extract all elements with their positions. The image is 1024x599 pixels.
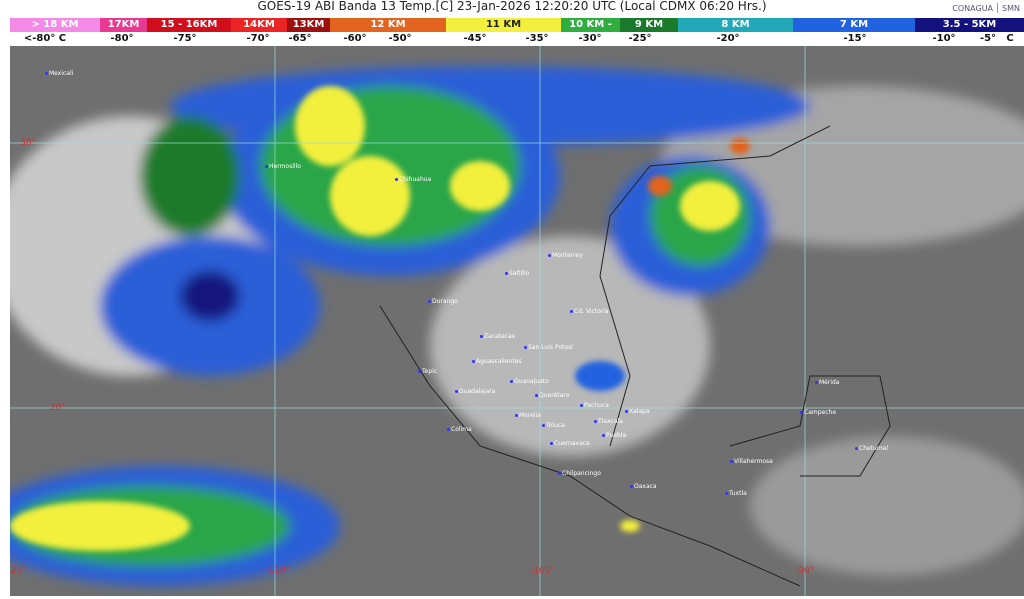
city-label: Aguascalientes — [472, 358, 522, 365]
city-label: Cd. Victoria — [570, 308, 609, 315]
grid-coordinate-label: 20° — [50, 403, 66, 413]
legend-segment: 13KM — [287, 18, 330, 32]
temperature-label: -35° — [525, 33, 549, 44]
temperature-label: -65° — [288, 33, 312, 44]
temperature-label: -45° — [463, 33, 487, 44]
legend-segment: 3.5 - 5KM — [915, 18, 1024, 32]
image-title: GOES-19 ABI Banda 13 Temp.[C] 23-Jan-202… — [257, 0, 767, 13]
city-label: Tepic — [418, 368, 437, 375]
city-label: Tlaxcala — [594, 418, 623, 425]
legend-segment: 9 KM — [620, 18, 678, 32]
city-label: Villahermosa — [730, 458, 773, 465]
grid-coordinate-label: 30° — [20, 138, 36, 148]
temperature-label: -70° — [246, 33, 270, 44]
legend-segment: 17KM — [100, 18, 147, 32]
temperature-label: -75° — [173, 33, 197, 44]
temperature-label: -5° — [979, 33, 997, 44]
grid-coordinate-label: -110° — [265, 566, 290, 576]
grid-coordinate-label: -120° — [10, 566, 27, 576]
city-label: Durango — [428, 298, 458, 305]
city-label: Oaxaca — [630, 483, 657, 490]
city-label: Querétaro — [535, 392, 569, 399]
legend-segment: 15 - 16KM — [147, 18, 231, 32]
temperature-label: C — [1006, 33, 1014, 44]
city-label: San Luis Potosí — [524, 344, 573, 351]
temperature-label: -10° — [932, 33, 956, 44]
legend-segment: 7 KM — [793, 18, 915, 32]
smn-logo: SMN — [1002, 3, 1020, 13]
temperature-label: -30° — [578, 33, 602, 44]
city-label: Mexicali — [45, 70, 73, 77]
city-label: Monterrey — [548, 252, 583, 259]
temperature-label: -20° — [716, 33, 740, 44]
temperature-label: -80° — [110, 33, 134, 44]
city-label: Chihuahua — [395, 176, 431, 183]
lat-lon-grid — [10, 46, 1024, 596]
city-label: Guadalajara — [455, 388, 495, 395]
temperature-label: -25° — [628, 33, 652, 44]
cloud-layer-cores — [10, 86, 750, 551]
city-label: Morelia — [515, 412, 541, 419]
satellite-map[interactable]: 30° 20° -120° -110° -100° -90° Mexicali Hermos… — [10, 46, 1024, 596]
city-label: Cuernavaca — [550, 440, 590, 447]
temperature-label: <-80° C — [23, 33, 67, 44]
legend-segment: > 18 KM — [10, 18, 100, 32]
city-label: Tuxtla — [725, 490, 747, 497]
temperature-label: -60° — [343, 33, 367, 44]
legend-segment: 10 KM - — [561, 18, 620, 32]
conagua-logo: CONAGUA — [952, 3, 994, 13]
legend-segment: 14KM — [231, 18, 287, 32]
city-label: Xalapa — [625, 408, 650, 415]
city-label: Pachuca — [580, 402, 609, 409]
temperature-label: -50° — [388, 33, 412, 44]
city-label: Chetumal — [855, 445, 888, 452]
city-label: Saltillo — [505, 270, 529, 277]
legend-segment: 12 KM — [330, 18, 446, 32]
cloud-imagery — [10, 46, 1024, 596]
temperature-label: -15° — [843, 33, 867, 44]
grid-coordinate-label: -90° — [795, 566, 815, 576]
city-label: Colima — [447, 426, 472, 433]
city-label: Guanajuato — [510, 378, 549, 385]
city-label: Zacatecas — [480, 333, 515, 340]
city-label: Mérida — [815, 379, 840, 386]
legend-segment: 8 KM — [678, 18, 793, 32]
grid-coordinate-label: -100° — [530, 566, 555, 576]
city-label: Puebla — [602, 432, 626, 439]
city-label: Campeche — [800, 409, 836, 416]
city-label: Toluca — [542, 422, 565, 429]
logo-divider — [997, 3, 999, 13]
agency-logos: CONAGUA SMN — [952, 3, 1020, 13]
city-label: Chilpancingo — [558, 470, 601, 477]
city-label: Hermosillo — [265, 163, 301, 170]
legend-segment: 11 KM — [446, 18, 561, 32]
